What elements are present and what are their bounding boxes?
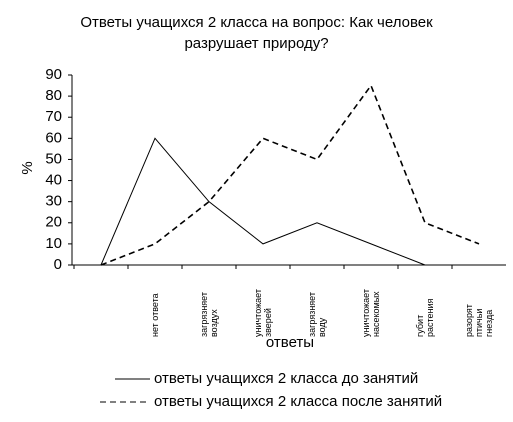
series-line [100,137,426,266]
legend-label: ответы учащихся 2 класса до занятий [154,370,418,387]
x-tick-label: разорят птичьи гнезда [464,304,494,337]
x-axis-label: ответы [266,334,314,351]
y-tick-label: 70 [45,108,62,125]
y-tick-label: 60 [45,129,62,146]
legend-label: ответы учащихся 2 класса после занятий [154,393,442,410]
x-tick-label: загрязняет воздух [199,292,219,337]
y-tick-label: 40 [45,172,62,189]
x-tick-label: уничтожает насекомых [361,289,381,337]
chart-title: Ответы учащихся 2 класса на вопрос: Как … [80,14,433,52]
y-tick-label: 90 [45,66,62,83]
y-tick-label: 10 [45,235,62,252]
series-line [100,83,480,266]
y-axis-label: % [19,161,36,174]
x-tick-label: уничтожает зверей [253,289,273,337]
x-tick-label: загрязняет воду [307,292,327,337]
y-tick-label: 20 [45,214,62,231]
y-tick-label: 80 [45,87,62,104]
x-tick-label: нет ответа [150,293,160,337]
y-tick-label: 50 [45,150,62,167]
x-tick-label: губит растения [415,298,435,337]
y-tick-label: 0 [54,256,62,273]
y-tick-label: 30 [45,193,62,210]
